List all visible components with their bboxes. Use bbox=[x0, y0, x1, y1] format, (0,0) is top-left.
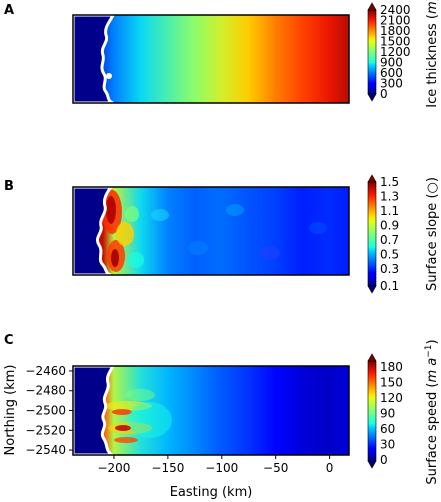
heatmap-a bbox=[73, 15, 349, 103]
panel-letter-c: C bbox=[4, 333, 14, 348]
panel-letter-b: B bbox=[4, 179, 14, 194]
ocean-mask-a bbox=[73, 15, 115, 103]
colorbar-tick: 1500 bbox=[380, 35, 411, 49]
colorbar-a: 2400 2100 1800 1500 1200 900 600 300 0 I… bbox=[367, 0, 440, 108]
y-tick-label: −2540 bbox=[25, 443, 66, 457]
x-tick-label: −200 bbox=[97, 461, 130, 475]
colorbar-tick: 150 bbox=[380, 376, 403, 390]
colorbar-b: 1.5 1.3 1.1 0.9 0.7 0.5 0.3 0.1 Surface … bbox=[367, 174, 440, 294]
x-tick-label: −100 bbox=[205, 461, 238, 475]
colorbar-label-a: Ice thickness (m) bbox=[425, 0, 440, 108]
y-tick-label: −2520 bbox=[25, 423, 66, 437]
colorbar-tick: 2100 bbox=[380, 14, 411, 28]
x-tick-label: 0 bbox=[326, 461, 334, 475]
y-tick-label: −2460 bbox=[25, 364, 66, 378]
colorbar-tick: 1.3 bbox=[380, 190, 399, 204]
slope-blobs bbox=[102, 190, 327, 272]
colorbar-tick: 900 bbox=[380, 56, 403, 70]
panel-b: B 1.5 1.3 bbox=[4, 174, 440, 294]
thickness-field bbox=[73, 15, 349, 103]
x-tick-label: −50 bbox=[263, 461, 288, 475]
y-tick-label: −2480 bbox=[25, 384, 66, 398]
axes-c: −200 −150 −100 −50 0 −2460 −2480 −2500 −2520 −254… bbox=[25, 364, 333, 475]
colorbar-tick: 180 bbox=[380, 360, 403, 374]
colorbar-c: 180 150 120 90 60 30 0 Surface speed (m … bbox=[367, 339, 440, 485]
panel-a: A 2400 2100 1800 1500 1200 900 600 300 0… bbox=[4, 0, 440, 108]
colorbar-min-tri-c bbox=[367, 460, 377, 469]
colorbar-tick: 30 bbox=[380, 438, 395, 452]
ocean-mask-c bbox=[73, 366, 115, 455]
colorbar-tick: 1200 bbox=[380, 45, 411, 59]
colorbar-tick: 0 bbox=[380, 87, 388, 101]
colorbar-tick: 300 bbox=[380, 77, 403, 91]
frame-b bbox=[72, 186, 350, 276]
ocean-mask-b bbox=[73, 187, 113, 275]
colorbar-tick: 2400 bbox=[380, 3, 411, 17]
colorbar-max-tri-a bbox=[367, 2, 377, 11]
colorbar-tick: 1.5 bbox=[380, 175, 399, 189]
colorbar-tick: 120 bbox=[380, 391, 403, 405]
colorbar-tick: 0.5 bbox=[380, 248, 399, 262]
colorbar-label-b: Surface slope (○) bbox=[425, 177, 440, 291]
panel-letter-a: A bbox=[4, 3, 14, 18]
colorbar-tick: 0.9 bbox=[380, 219, 399, 233]
y-tick-label: −2500 bbox=[25, 404, 66, 418]
colorbar-gradient-c bbox=[367, 360, 377, 462]
colorbar-tick: 600 bbox=[380, 66, 403, 80]
colorbar-tick: 1800 bbox=[380, 24, 411, 38]
heatmap-b bbox=[73, 187, 349, 275]
x-axis-label: Easting (km) bbox=[170, 485, 253, 500]
colorbar-max-tri-b bbox=[367, 174, 377, 183]
colorbar-min-tri-a bbox=[367, 93, 377, 102]
colorbar-tick: 0.7 bbox=[380, 233, 399, 247]
colorbar-max-tri-c bbox=[367, 353, 377, 362]
x-tick-label: −150 bbox=[151, 461, 184, 475]
colorbar-tick: 60 bbox=[380, 422, 395, 436]
panel-c: C −200 −150 −100 −50 0−2460−2480−2500−2520−2… bbox=[3, 333, 440, 500]
colorbar-label-c: Surface speed (m a−1) bbox=[424, 339, 440, 484]
y-axis-label: Northing (km) bbox=[3, 365, 18, 456]
frame-a bbox=[72, 14, 350, 104]
colorbar-tick: 90 bbox=[380, 407, 395, 421]
colorbar-min-tri-b bbox=[367, 285, 377, 294]
speed-streaks bbox=[104, 389, 172, 443]
island-a bbox=[106, 73, 112, 79]
colorbar-tick: 0.1 bbox=[380, 279, 399, 293]
heatmap-c bbox=[73, 366, 349, 455]
colorbar-tick: 1.1 bbox=[380, 204, 399, 218]
colorbar-gradient-b bbox=[367, 181, 377, 287]
colorbar-tick: 0.3 bbox=[380, 262, 399, 276]
colorbar-gradient-a bbox=[367, 9, 377, 95]
colorbar-tick: 0 bbox=[380, 453, 388, 467]
